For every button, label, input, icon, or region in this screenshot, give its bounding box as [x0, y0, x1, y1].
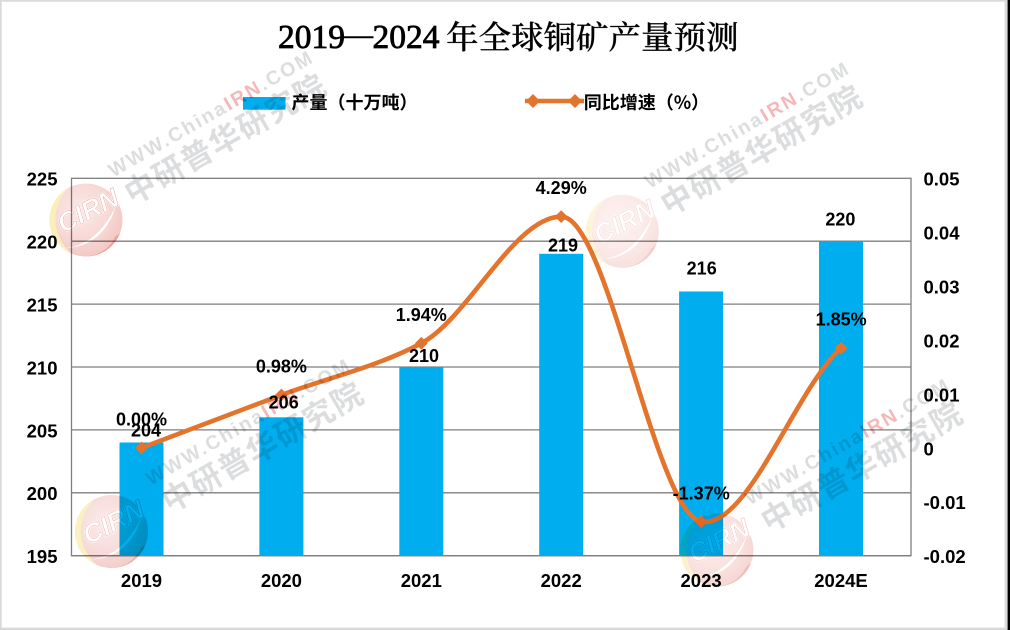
svg-text:219: 219	[548, 235, 578, 255]
svg-text:0.03: 0.03	[924, 277, 960, 298]
svg-text:0.04: 0.04	[924, 223, 961, 244]
svg-text:210: 210	[409, 346, 439, 366]
svg-text:2024E: 2024E	[814, 570, 868, 591]
svg-text:2021: 2021	[401, 570, 442, 591]
svg-text:2024: 2024	[373, 19, 440, 56]
svg-text:0.00%: 0.00%	[116, 410, 167, 430]
svg-text:-1.37%: -1.37%	[673, 483, 730, 503]
svg-text:2019: 2019	[121, 570, 162, 591]
svg-text:0: 0	[924, 438, 934, 459]
svg-text:—: —	[342, 18, 374, 51]
svg-text:225: 225	[27, 169, 58, 190]
svg-text:2019: 2019	[278, 19, 345, 56]
svg-text:2020: 2020	[261, 570, 302, 591]
svg-text:220: 220	[27, 232, 58, 253]
svg-text:215: 215	[27, 295, 58, 316]
svg-text:204: 204	[131, 420, 161, 440]
svg-text:220: 220	[825, 209, 855, 229]
svg-text:206: 206	[269, 392, 299, 412]
svg-text:1.85%: 1.85%	[816, 310, 867, 330]
svg-text:-0.02: -0.02	[924, 546, 966, 567]
svg-text:195: 195	[27, 546, 58, 567]
svg-text:0.02: 0.02	[924, 330, 960, 351]
svg-text:0.98%: 0.98%	[256, 357, 307, 377]
svg-text:4.29%: 4.29%	[536, 178, 587, 198]
svg-text:0.01: 0.01	[924, 384, 960, 405]
svg-text:-0.01: -0.01	[924, 492, 966, 513]
svg-text:200: 200	[27, 483, 58, 504]
svg-text:2022: 2022	[541, 570, 582, 591]
svg-text:1.94%: 1.94%	[396, 305, 447, 325]
svg-text:205: 205	[27, 420, 58, 441]
svg-text:216: 216	[687, 259, 717, 279]
svg-text:0.05: 0.05	[924, 169, 960, 190]
svg-text:210: 210	[27, 357, 58, 378]
